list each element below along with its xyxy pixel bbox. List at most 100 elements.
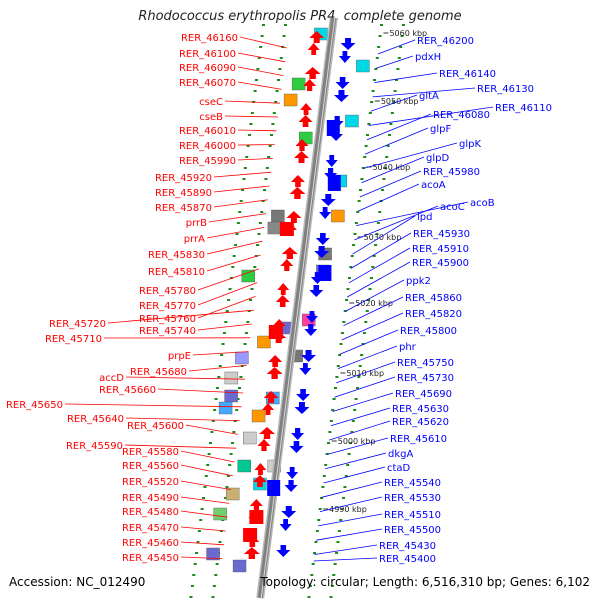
feature-box <box>235 351 249 365</box>
tick-mark <box>328 431 332 433</box>
reverse-gene-arrow <box>294 402 310 414</box>
tick-mark <box>195 552 199 554</box>
gene-label-left: RER_45920 <box>155 173 212 184</box>
kbp-label: 5010 kbp <box>346 369 384 378</box>
reverse-gene-arrow <box>310 272 324 284</box>
gene-label-right: RER_45800 <box>400 326 457 337</box>
gene-label-left: accD <box>99 373 124 384</box>
gene-label-right: ppk2 <box>406 276 431 287</box>
gene-label-right: RER_45430 <box>379 541 436 552</box>
tick-mark <box>248 134 252 136</box>
forward-gene-block <box>279 222 294 236</box>
kbp-label: 5020 kbp <box>355 299 393 308</box>
tick-mark <box>254 79 258 81</box>
tick-mark <box>368 112 372 114</box>
gene-label-right: RER_45750 <box>397 358 454 369</box>
tick-mark <box>333 387 337 389</box>
feature-box <box>206 547 220 561</box>
reverse-gene-block <box>318 265 332 281</box>
leader-line-right <box>341 312 404 341</box>
tick-mark <box>342 321 346 323</box>
tick-mark <box>224 321 228 323</box>
forward-gene-arrow <box>309 31 325 43</box>
gene-label-right: RER_45730 <box>397 373 454 384</box>
gene-label-right: phr <box>399 342 417 353</box>
tick-mark <box>241 189 245 191</box>
tick-mark <box>217 376 221 378</box>
leader-line-right <box>368 106 494 126</box>
leader-line-left <box>124 444 237 449</box>
tick-mark <box>258 222 262 224</box>
feature-box <box>267 221 282 235</box>
tick-mark <box>321 486 325 488</box>
gene-label-right: glpK <box>459 139 481 150</box>
tick-mark <box>335 376 339 378</box>
tick-mark <box>250 288 254 290</box>
leader-line-left <box>213 171 272 178</box>
tick-mark <box>239 376 243 378</box>
forward-gene-block <box>243 528 258 542</box>
leader-line-left <box>107 309 254 324</box>
leader-line-right <box>350 232 412 269</box>
tick-mark <box>202 497 206 499</box>
leader-line-right <box>357 183 420 212</box>
leader-line-left <box>180 464 233 477</box>
tick-mark <box>356 211 360 213</box>
tick-mark <box>348 442 352 444</box>
feature-box <box>251 409 266 423</box>
leader-line-right <box>345 279 405 312</box>
tick-mark <box>365 310 369 312</box>
gene-label-left: RER_45470 <box>122 523 179 534</box>
leader-line-left <box>237 81 282 90</box>
tick-mark <box>394 79 398 81</box>
tick-mark <box>246 321 250 323</box>
kbp-label: 5030 kbp <box>364 233 402 242</box>
tick-mark <box>346 464 350 466</box>
gene-label-right: acoB <box>470 198 495 209</box>
leader-line-right <box>356 201 469 226</box>
feature-box <box>331 209 345 223</box>
tick-mark <box>238 211 242 213</box>
tick-mark <box>282 35 286 37</box>
leader-line-left <box>157 388 244 394</box>
tick-mark <box>267 156 271 158</box>
tick-mark <box>283 24 287 26</box>
leader-line-left <box>237 52 286 63</box>
reverse-gene-arrow <box>309 285 324 297</box>
tick-mark <box>343 486 347 488</box>
tick-mark <box>189 596 193 598</box>
forward-gene-arrow <box>286 211 302 223</box>
forward-gene-arrow <box>249 499 263 511</box>
feature-box <box>257 335 271 349</box>
gene-label-right: glpD <box>426 153 449 164</box>
feature-box <box>243 431 257 445</box>
forward-gene-arrow <box>275 295 290 307</box>
gene-label-right: RER_45540 <box>384 478 441 489</box>
tick-mark <box>397 57 401 59</box>
tick-mark <box>340 508 344 510</box>
leader-line-right <box>337 345 398 369</box>
tick-mark <box>222 332 226 334</box>
forward-gene-arrow <box>262 403 275 415</box>
tick-mark <box>360 354 364 356</box>
kbp-label: 4990 kbp <box>329 505 367 514</box>
tick-mark <box>253 90 257 92</box>
tick-mark <box>401 24 405 26</box>
gene-arrows <box>243 31 356 559</box>
leader-line-left <box>197 282 258 306</box>
leader-line-right <box>348 247 411 284</box>
tick-mark <box>393 90 397 92</box>
leader-line-left <box>192 351 249 356</box>
tick-mark <box>227 299 231 301</box>
tick-mark <box>260 211 264 213</box>
tick-mark <box>260 35 264 37</box>
tick-mark <box>234 244 238 246</box>
gene-label-right: RER_45900 <box>412 258 469 269</box>
gene-label-left: RER_45450 <box>122 553 179 564</box>
leader-line-right <box>361 156 425 184</box>
forward-gene-arrow <box>254 463 267 475</box>
leader-line-left <box>125 417 240 421</box>
gene-label-left: RER_45890 <box>155 188 212 199</box>
tick-mark <box>224 497 228 499</box>
gene-label-right: pdxH <box>415 52 441 63</box>
